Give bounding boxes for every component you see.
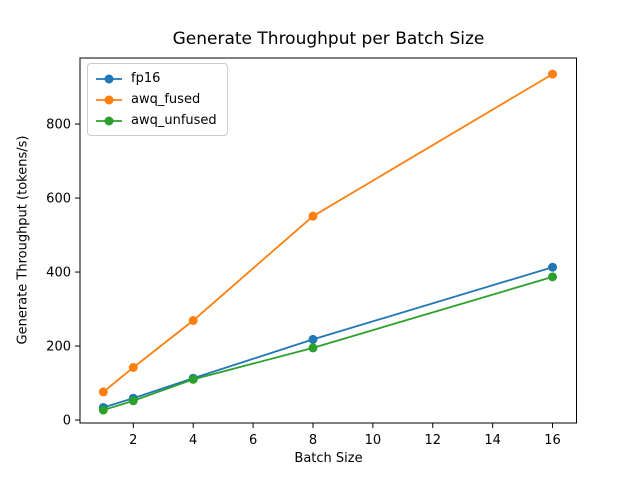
legend-line-sample-fp16 bbox=[96, 74, 122, 83]
legend-item-awq_unfused: awq_unfused bbox=[95, 110, 217, 131]
data-point-awq_unfused bbox=[98, 405, 108, 415]
legend-label-fp16: fp16 bbox=[131, 71, 161, 86]
series-line-awq_unfused bbox=[102, 275, 554, 411]
data-point-awq_unfused bbox=[548, 272, 558, 282]
data-point-awq_fused bbox=[128, 363, 138, 373]
legend-item-awq_fused: awq_fused bbox=[95, 89, 217, 110]
y-tick-label: 800 bbox=[46, 118, 71, 133]
data-point-awq_fused bbox=[548, 69, 558, 79]
legend-label-awq_fused: awq_fused bbox=[131, 92, 201, 107]
data-point-awq_unfused bbox=[188, 374, 198, 384]
legend: fp16 awq_fused awq_unfused bbox=[87, 63, 228, 136]
legend-label-awq_unfused: awq_unfused bbox=[131, 113, 217, 128]
x-tick-label: 16 bbox=[544, 433, 561, 448]
x-tick-label: 4 bbox=[189, 433, 197, 448]
x-tick-label: 12 bbox=[424, 433, 441, 448]
x-axis-label: Batch Size bbox=[294, 451, 363, 466]
data-point-awq_fused bbox=[98, 387, 108, 397]
data-point-fp16 bbox=[548, 262, 558, 272]
y-tick-label: 400 bbox=[46, 266, 71, 281]
x-tick-label: 8 bbox=[309, 433, 317, 448]
data-point-awq_fused bbox=[188, 316, 198, 326]
data-point-awq_unfused bbox=[128, 396, 138, 406]
chart-title: Generate Throughput per Batch Size bbox=[172, 29, 485, 49]
data-point-awq_fused bbox=[308, 211, 318, 221]
data-point-awq_unfused bbox=[308, 343, 318, 353]
legend-item-fp16: fp16 bbox=[95, 68, 217, 89]
x-tick-label: 14 bbox=[484, 433, 501, 448]
y-tick-label: 0 bbox=[63, 414, 71, 429]
x-tick-label: 10 bbox=[365, 433, 382, 448]
legend-line-sample-awq_unfused bbox=[96, 116, 122, 125]
y-tick-label: 200 bbox=[46, 340, 71, 355]
x-tick-label: 6 bbox=[249, 433, 257, 448]
x-tick-label: 2 bbox=[129, 433, 137, 448]
y-tick-label: 600 bbox=[46, 192, 71, 207]
axes-spines bbox=[79, 57, 577, 424]
data-point-fp16 bbox=[308, 334, 318, 344]
legend-line-sample-awq_fused bbox=[96, 95, 122, 104]
